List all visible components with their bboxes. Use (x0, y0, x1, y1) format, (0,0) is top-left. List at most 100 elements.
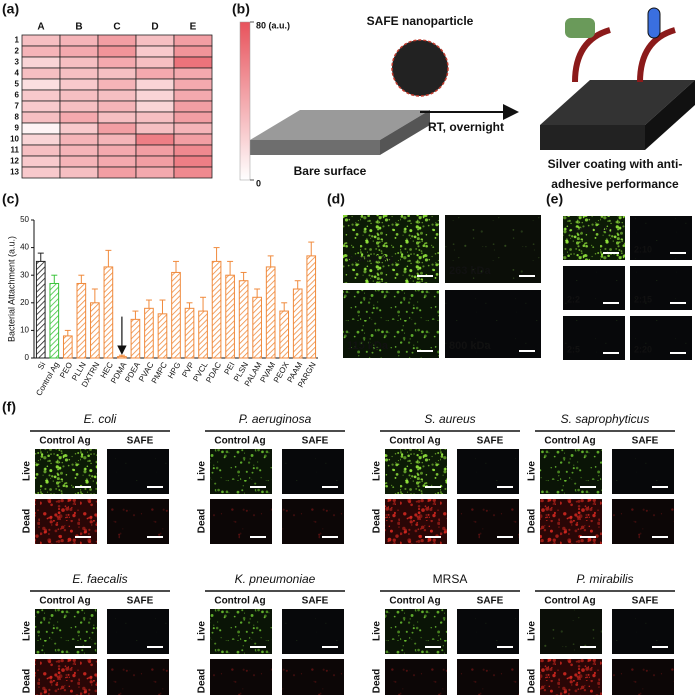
heatmap-cell (135, 100, 175, 113)
panel-label: (d) (327, 191, 345, 207)
heatmap-cell (21, 155, 61, 168)
species-name: S. aureus (424, 412, 475, 426)
micrograph (107, 659, 169, 695)
bar (90, 302, 100, 359)
heatmap-cell (97, 133, 137, 146)
y-tick-label: 10 (20, 326, 29, 335)
row-label: Live (372, 621, 383, 641)
row-label: Live (22, 621, 33, 641)
protein-icon (565, 18, 595, 38)
column-header: SAFE (127, 436, 154, 447)
heatmap-cell (135, 89, 175, 102)
row-label: 6 (15, 91, 20, 100)
heatmap-cell (21, 67, 61, 80)
row-label: Dead (22, 509, 33, 533)
row-label: Dead (527, 669, 538, 693)
repel-arrow (572, 27, 611, 83)
column-header: Control Ag (214, 436, 265, 447)
bare-surface-side (250, 140, 380, 155)
heatmap-cell (59, 111, 99, 124)
schematic-text: adhesive performance (551, 177, 679, 191)
heatmap-cell (135, 45, 175, 58)
micrograph (612, 659, 674, 695)
heatmap-cell (59, 122, 99, 135)
column-label: E (190, 22, 197, 33)
heatmap-cell (173, 155, 213, 168)
heatmap-cell (59, 155, 99, 168)
panel-label: (f) (2, 399, 16, 415)
heatmap-cell (135, 133, 175, 146)
bar (35, 260, 46, 359)
bar (292, 288, 303, 359)
column-header: Control Ag (544, 596, 595, 607)
bar (198, 310, 208, 359)
image-label: 2:2 (567, 294, 580, 304)
species-name: S. saprophyticus (561, 412, 650, 426)
heatmap-cell (97, 67, 137, 80)
image-label: 2:20 (634, 344, 652, 354)
y-axis-label: Bacterial Attachment (a.u.) (6, 236, 16, 342)
colorbar-tick-label: 80 (a.u.) (256, 20, 290, 30)
heatmap-cell (135, 78, 175, 91)
micrograph (457, 659, 519, 695)
y-tick-label: 40 (20, 243, 29, 252)
micrograph (540, 659, 602, 695)
heatmap-cell (97, 100, 137, 113)
micrograph (35, 659, 97, 695)
y-tick-label: 30 (20, 270, 29, 279)
heatmap-cell (173, 89, 213, 102)
column-label: C (113, 22, 120, 33)
bar (103, 266, 114, 359)
schematic-text: SAFE nanoparticle (367, 14, 474, 28)
image-label: 2:5 (567, 344, 580, 354)
micrograph (343, 215, 439, 283)
bar (225, 274, 235, 359)
heatmap-cell (97, 166, 137, 179)
heatmap-cell (97, 144, 137, 157)
species-name: P. mirabilis (576, 572, 633, 586)
y-tick-label: 20 (20, 298, 29, 307)
bacterium-icon (647, 7, 661, 39)
row-label: 2 (15, 47, 20, 56)
row-label: 13 (10, 168, 19, 177)
heatmap-cell (59, 133, 99, 146)
bare-surface-edge (380, 110, 430, 155)
schematic-text: RT, overnight (428, 120, 504, 134)
row-label: Dead (372, 669, 383, 693)
bar (238, 280, 249, 359)
heatmap-cell (173, 56, 213, 69)
column-header: Control Ag (214, 596, 265, 607)
column-header: SAFE (302, 596, 329, 607)
row-label: Live (22, 461, 33, 481)
y-tick-label: 0 (25, 353, 30, 362)
species-name: P. aeruginosa (239, 412, 312, 426)
panel-label: (e) (546, 191, 563, 207)
column-header: SAFE (302, 436, 329, 447)
bar (306, 255, 317, 359)
column-header: Control Ag (544, 436, 595, 447)
heatmap-cell (59, 67, 99, 80)
micrograph (445, 290, 541, 358)
row-label: 9 (15, 124, 20, 133)
heatmap-cell (59, 166, 99, 179)
bar (171, 271, 181, 359)
bar (252, 296, 262, 359)
nanoparticle (391, 39, 449, 97)
heatmap-cell (59, 45, 99, 58)
bar (157, 313, 168, 359)
bar (265, 266, 276, 359)
image-label: Control Ag (347, 253, 393, 263)
column-header: SAFE (127, 596, 154, 607)
schematic (250, 7, 695, 155)
bar (49, 282, 60, 359)
schematic-text: Silver coating with anti- (548, 157, 683, 171)
panel-label: (b) (232, 1, 250, 17)
row-label: Dead (197, 509, 208, 533)
x-tick-label: Si (36, 360, 47, 371)
image-label: 2:15 (634, 294, 652, 304)
heatmap-cell (59, 144, 99, 157)
bar (62, 335, 73, 359)
x-tick-label: HPG (166, 361, 182, 381)
row-label: Live (372, 461, 383, 481)
